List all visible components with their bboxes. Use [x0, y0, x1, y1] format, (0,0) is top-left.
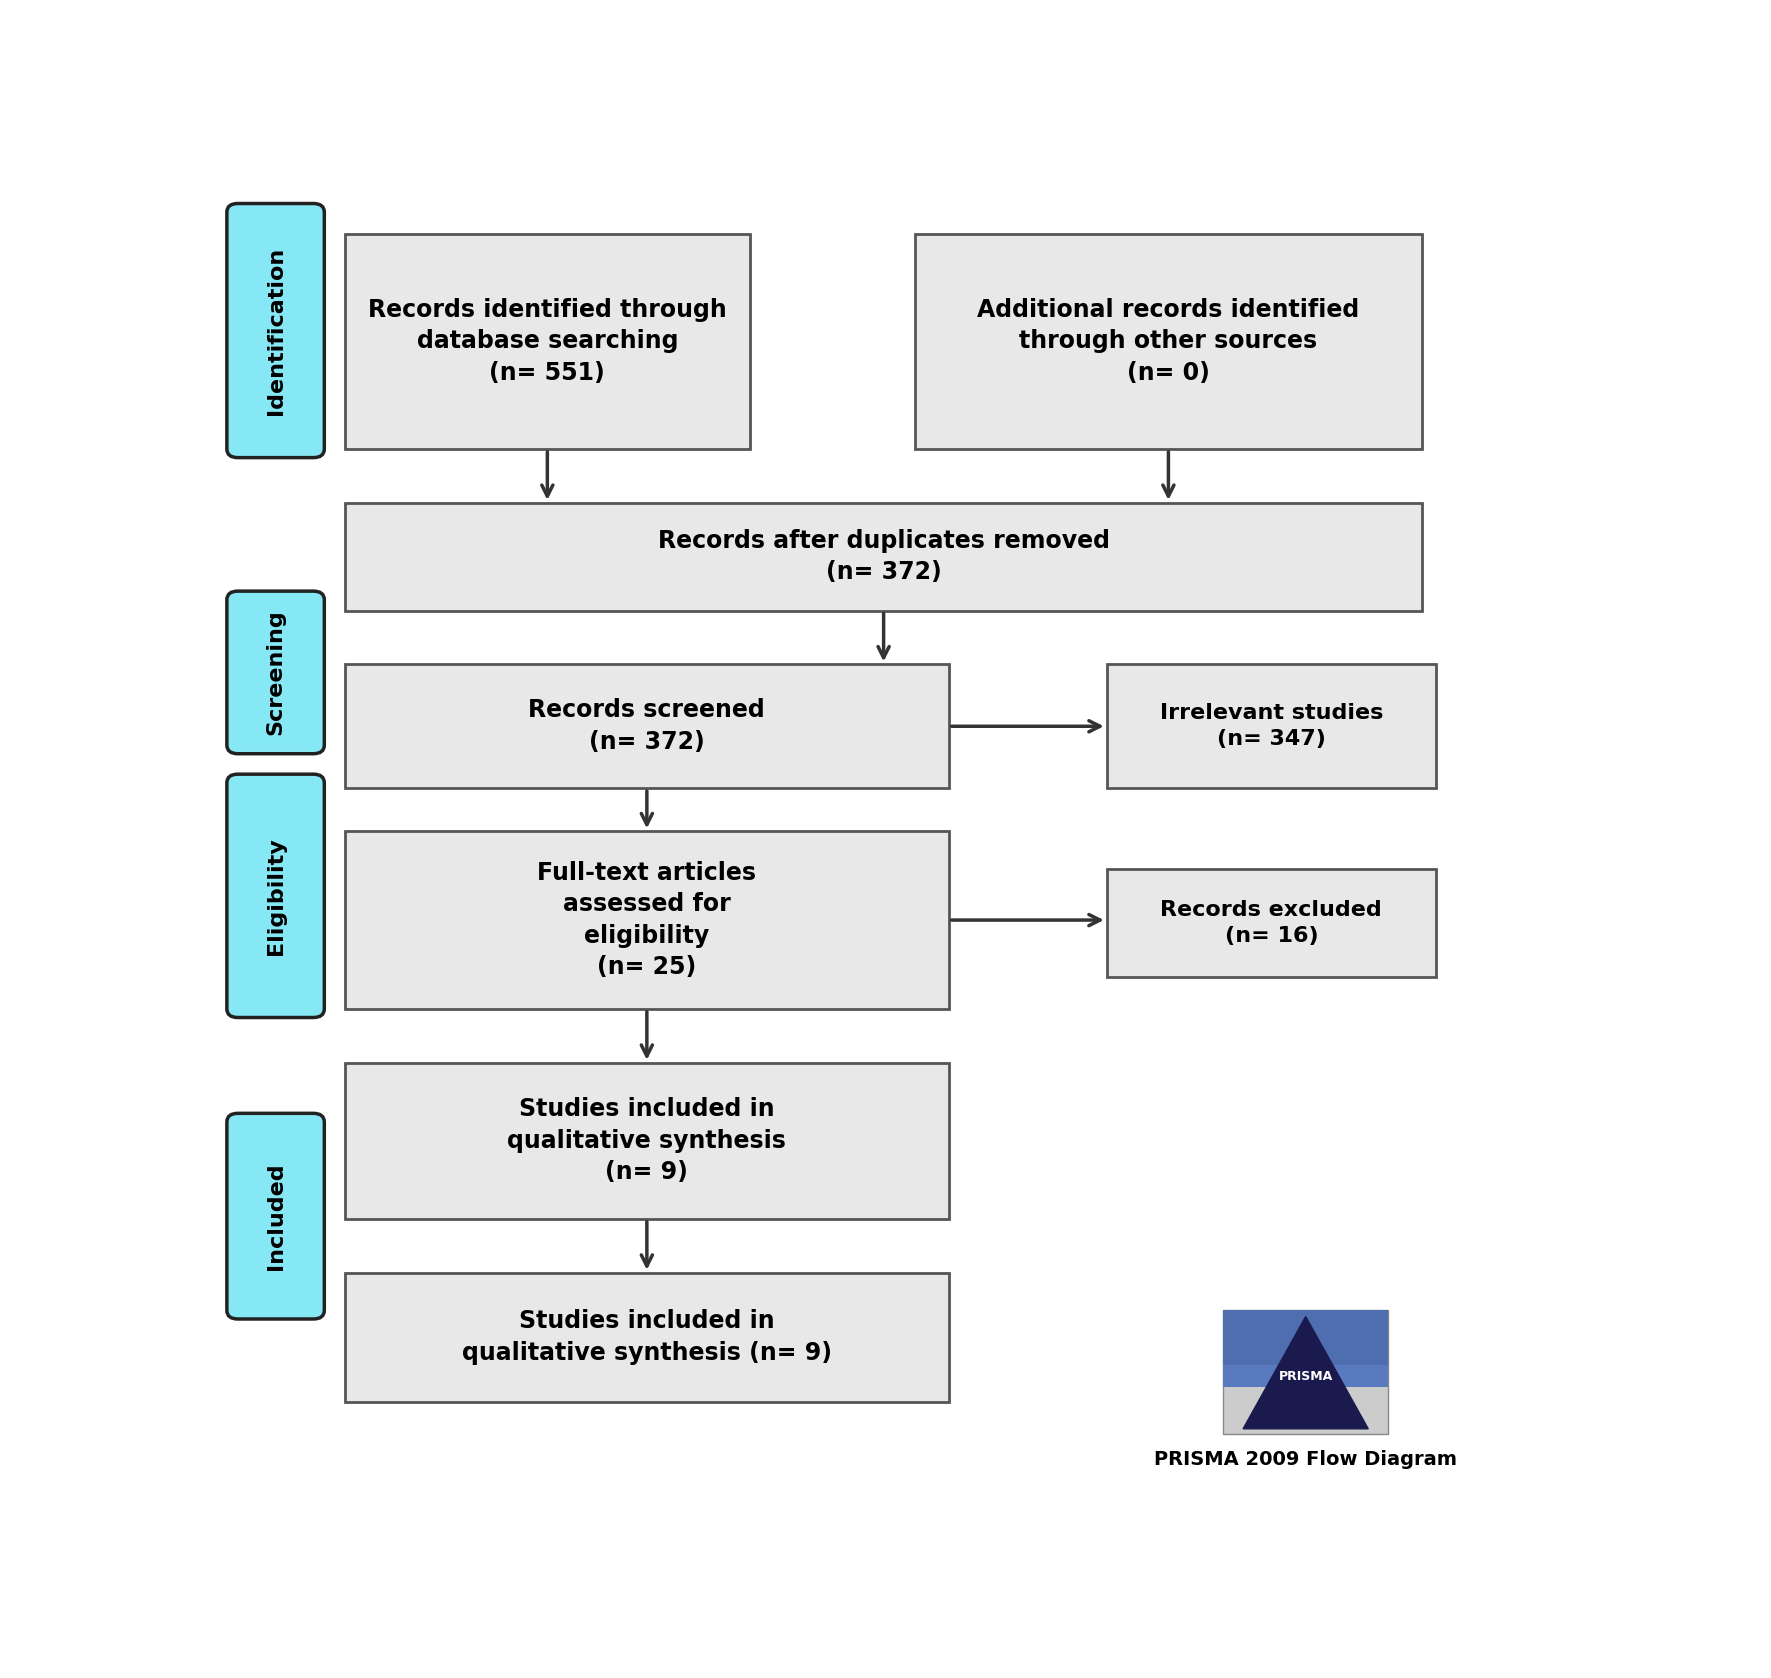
- Text: Records screened
(n= 372): Records screened (n= 372): [528, 698, 765, 753]
- Text: Records after duplicates removed
(n= 372): Records after duplicates removed (n= 372…: [657, 529, 1110, 584]
- Text: Studies included in
qualitative synthesis (n= 9): Studies included in qualitative synthesi…: [462, 1309, 832, 1366]
- FancyBboxPatch shape: [1224, 1364, 1388, 1388]
- Text: Studies included in
qualitative synthesis
(n= 9): Studies included in qualitative synthesi…: [508, 1097, 786, 1185]
- Text: Records excluded
(n= 16): Records excluded (n= 16): [1160, 899, 1381, 946]
- Text: PRISMA 2009 Flow Diagram: PRISMA 2009 Flow Diagram: [1155, 1450, 1458, 1470]
- FancyBboxPatch shape: [345, 503, 1422, 611]
- FancyBboxPatch shape: [227, 591, 324, 753]
- FancyBboxPatch shape: [227, 774, 324, 1017]
- FancyBboxPatch shape: [227, 203, 324, 458]
- FancyBboxPatch shape: [914, 233, 1422, 450]
- Text: Records identified through
database searching
(n= 551): Records identified through database sear…: [368, 297, 726, 384]
- FancyBboxPatch shape: [1224, 1311, 1388, 1435]
- Text: Identification: Identification: [266, 247, 285, 414]
- Text: Included: Included: [266, 1163, 285, 1270]
- Text: PRISMA: PRISMA: [1279, 1369, 1334, 1383]
- Text: Eligibility: Eligibility: [266, 837, 285, 955]
- Text: Screening: Screening: [266, 609, 285, 735]
- FancyBboxPatch shape: [227, 1113, 324, 1319]
- FancyBboxPatch shape: [345, 1272, 949, 1401]
- FancyBboxPatch shape: [345, 664, 949, 789]
- Text: Irrelevant studies
(n= 347): Irrelevant studies (n= 347): [1160, 703, 1383, 750]
- FancyBboxPatch shape: [1224, 1311, 1388, 1379]
- FancyBboxPatch shape: [345, 1062, 949, 1218]
- FancyBboxPatch shape: [345, 831, 949, 1008]
- Polygon shape: [1243, 1317, 1369, 1430]
- Text: Full-text articles
assessed for
eligibility
(n= 25): Full-text articles assessed for eligibil…: [537, 861, 756, 980]
- FancyBboxPatch shape: [1107, 869, 1436, 977]
- Text: Additional records identified
through other sources
(n= 0): Additional records identified through ot…: [978, 297, 1360, 384]
- FancyBboxPatch shape: [345, 233, 749, 450]
- FancyBboxPatch shape: [1107, 664, 1436, 789]
